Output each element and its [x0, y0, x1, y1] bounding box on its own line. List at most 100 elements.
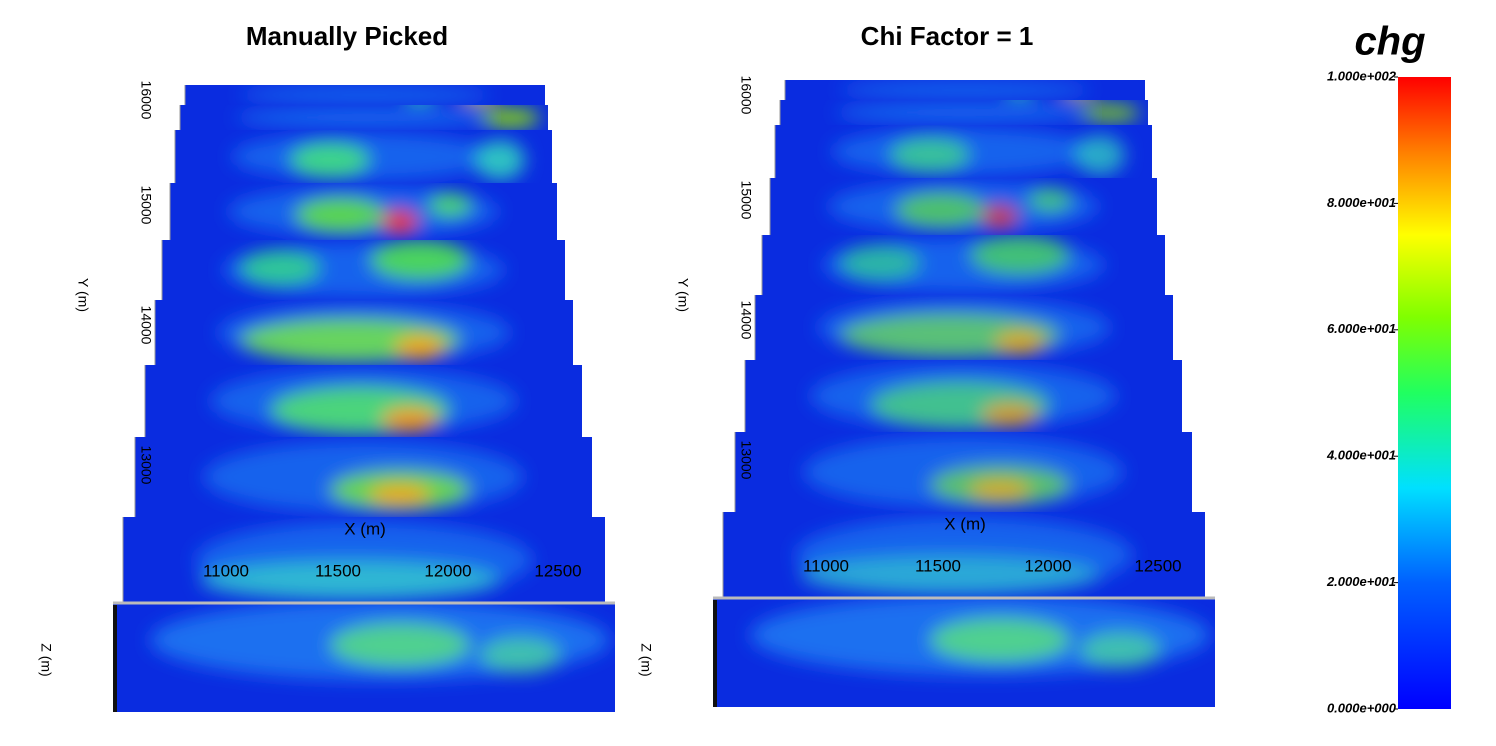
blob — [982, 205, 1018, 229]
blob — [890, 137, 970, 173]
slice — [744, 360, 1182, 432]
slice — [734, 432, 1192, 512]
blobs — [222, 240, 505, 297]
slice — [722, 512, 1205, 598]
slice — [154, 300, 573, 365]
blobs — [217, 303, 511, 362]
x-tick-label: 12500 — [1134, 556, 1181, 575]
blob — [382, 408, 438, 432]
blob — [835, 101, 1093, 124]
blobs — [817, 298, 1111, 357]
blob — [480, 108, 540, 128]
blob — [895, 192, 985, 228]
blob — [200, 560, 500, 600]
y-axis-label: Y (m) — [75, 278, 91, 312]
y-tick-label: 14000 — [138, 306, 154, 345]
slice-image — [723, 512, 1205, 598]
blobs — [195, 521, 533, 600]
blobs — [803, 436, 1124, 508]
slice-image — [770, 178, 1157, 235]
blob — [995, 331, 1045, 355]
blobs — [810, 363, 1117, 429]
blob — [475, 140, 525, 180]
blob — [1080, 103, 1140, 123]
colorbar-tick-label: 1.000e+002 — [1327, 68, 1397, 83]
blob — [840, 245, 920, 281]
z-image — [713, 598, 1215, 707]
slice — [169, 183, 557, 240]
y-tick-label: 14000 — [738, 301, 754, 340]
slice-image — [175, 130, 552, 183]
y-tick-label: 15000 — [138, 186, 154, 225]
slice-image — [762, 235, 1165, 295]
blobs — [210, 368, 517, 434]
blob — [330, 623, 470, 667]
slice-image — [123, 517, 605, 603]
blob — [428, 193, 472, 217]
x-tick-label: 12500 — [534, 561, 581, 580]
slice-image — [785, 80, 1145, 100]
panel-title: Manually Picked — [246, 21, 448, 51]
blob — [370, 240, 470, 280]
slice — [161, 240, 565, 300]
slice — [179, 105, 548, 130]
blob — [370, 485, 430, 505]
blobs — [228, 185, 499, 238]
blob — [930, 618, 1070, 662]
blobs — [239, 86, 491, 104]
x-tick-label: 11000 — [203, 561, 249, 580]
x-tick-label: 12000 — [1024, 556, 1071, 575]
x-tick-label: 11500 — [915, 556, 961, 575]
blob — [1028, 188, 1072, 212]
blob — [290, 142, 370, 178]
colorbar-title: chg — [1354, 20, 1425, 64]
blobs — [822, 235, 1105, 292]
slice-image — [155, 300, 573, 365]
slice-image — [775, 125, 1152, 178]
panel-title: Chi Factor = 1 — [861, 21, 1034, 51]
slice — [144, 365, 582, 437]
y-tick-label: 16000 — [738, 76, 754, 115]
blobs — [835, 101, 1140, 124]
slice-image — [755, 295, 1173, 360]
slice — [122, 517, 605, 603]
colorbar-tick-label: 2.000e+001 — [1326, 574, 1396, 589]
slice-image — [735, 432, 1192, 512]
y-tick-label: 13000 — [138, 446, 154, 485]
x-tick-label: 12000 — [424, 561, 471, 580]
colorbar — [1398, 77, 1451, 709]
blob — [295, 197, 385, 233]
blobs — [150, 603, 610, 680]
slice — [774, 125, 1152, 178]
blobs — [831, 127, 1125, 176]
blob — [1080, 632, 1160, 668]
blobs — [203, 441, 524, 513]
blob — [970, 235, 1070, 275]
slice-image — [780, 100, 1148, 125]
panel: Manually Picked X (m) 11000 11500 12000 12500… — [38, 21, 615, 712]
blob — [240, 250, 320, 286]
panel: Chi Factor = 1 X (m) 11000 11500 12000 12500 1… — [638, 21, 1215, 707]
x-tick-label: 11000 — [803, 556, 849, 575]
slice-image — [162, 240, 565, 300]
slice-image — [180, 105, 548, 130]
slice-image — [745, 360, 1182, 432]
y-tick-label: 13000 — [738, 441, 754, 480]
colorbar-tick-label: 6.000e+001 — [1327, 321, 1396, 336]
blobs — [231, 132, 525, 181]
blob — [235, 106, 493, 129]
colorbar-tick-label: 4.000e+001 — [1326, 448, 1396, 463]
y-tick-label: 16000 — [138, 81, 154, 120]
blob — [1075, 135, 1125, 175]
blobs — [235, 106, 540, 129]
slice-image — [185, 85, 545, 105]
blob — [800, 555, 1100, 595]
slice — [779, 100, 1148, 125]
x-axis-label: X (m) — [344, 519, 386, 538]
slice — [134, 437, 592, 517]
blob — [395, 336, 445, 360]
blobs — [839, 81, 1091, 99]
slice-image — [145, 365, 582, 437]
slice — [184, 85, 545, 105]
